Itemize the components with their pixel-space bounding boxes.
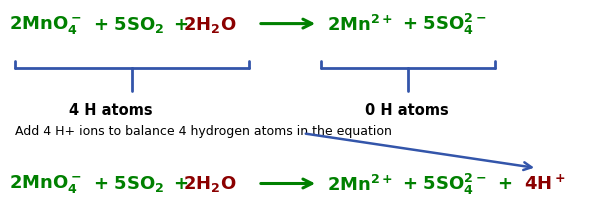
Text: Add 4 H+ ions to balance 4 hydrogen atoms in the equation: Add 4 H+ ions to balance 4 hydrogen atom…: [15, 124, 392, 137]
Text: $\mathbf{+\ 5SO_2\ +}$: $\mathbf{+\ 5SO_2\ +}$: [93, 14, 188, 34]
Text: $\mathbf{2MnO_4^-}$: $\mathbf{2MnO_4^-}$: [9, 13, 82, 35]
Text: $\mathbf{2H_2O}$: $\mathbf{2H_2O}$: [183, 174, 236, 194]
Text: $\mathbf{2H_2O}$: $\mathbf{2H_2O}$: [183, 14, 236, 34]
Text: $\mathbf{2Mn^{2+}}$: $\mathbf{2Mn^{2+}}$: [327, 14, 393, 34]
Text: 4 H atoms: 4 H atoms: [69, 103, 153, 118]
Text: 0 H atoms: 0 H atoms: [365, 103, 449, 118]
Text: $\mathbf{+\ 5SO_2\ +}$: $\mathbf{+\ 5SO_2\ +}$: [93, 174, 188, 194]
Text: $\mathbf{+\ 5SO_4^{2-}}$: $\mathbf{+\ 5SO_4^{2-}}$: [402, 12, 487, 37]
Text: $\mathbf{4H^+}$: $\mathbf{4H^+}$: [524, 174, 565, 193]
Text: $\mathbf{+\ 5SO_4^{2-}\ +}$: $\mathbf{+\ 5SO_4^{2-}\ +}$: [402, 171, 513, 196]
Text: $\mathbf{2Mn^{2+}}$: $\mathbf{2Mn^{2+}}$: [327, 174, 393, 194]
Text: $\mathbf{2MnO_4^-}$: $\mathbf{2MnO_4^-}$: [9, 173, 82, 195]
